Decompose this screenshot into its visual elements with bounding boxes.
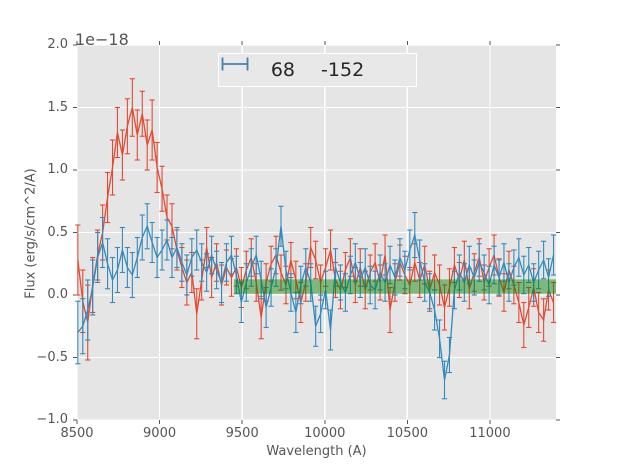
x-axis-label: Wavelength (A) (266, 444, 367, 459)
x-tick-label: 8500 (60, 426, 94, 441)
y-tick-label: −1.0 (36, 411, 68, 427)
legend-entry--152: -152 (221, 57, 365, 81)
x-tick-label: 9500 (225, 426, 259, 441)
y-axis-label: Flux (erg/s/cm^2/A) (23, 168, 39, 299)
x-tick-label: 9000 (143, 426, 177, 441)
series--152 (75, 203, 557, 400)
y-tick-label: 1.5 (47, 99, 68, 115)
y-tick-label: 0.5 (47, 224, 68, 240)
band-region (233, 279, 556, 294)
y-tick-label: 0.0 (47, 286, 68, 302)
x-tick-label: 10000 (304, 426, 346, 441)
y-tick-label: 1.0 (47, 161, 68, 177)
y-tick-label: 2.0 (47, 36, 68, 52)
legend: 68 -152 (218, 53, 417, 87)
y-tick-label: −0.5 (36, 349, 68, 365)
axis-offset-text: 1e−18 (75, 30, 129, 49)
legend-label: -152 (321, 58, 365, 81)
legend-entry-68: 68 (221, 57, 296, 81)
x-tick-label: 10500 (386, 426, 429, 441)
x-tick-label: 11000 (469, 426, 511, 441)
errorbar-handle-icon (221, 57, 249, 71)
legend-label: 68 (270, 58, 296, 81)
